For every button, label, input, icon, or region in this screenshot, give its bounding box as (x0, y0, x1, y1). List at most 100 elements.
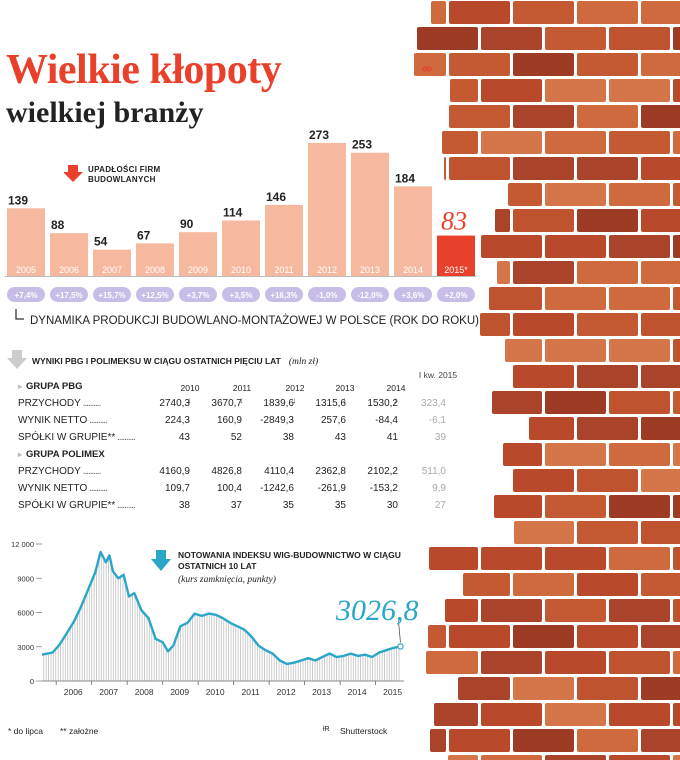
brick (673, 755, 680, 760)
brick (673, 235, 680, 258)
x-tick-label: 2013 (312, 687, 331, 697)
brick (641, 521, 680, 544)
brick (641, 157, 680, 180)
brick (641, 261, 680, 284)
table-cell: 41 (386, 432, 398, 443)
bar-year-label: 2012 (317, 265, 337, 275)
table-cell: 511,0 (421, 466, 446, 477)
wig-line (41, 550, 401, 666)
brick (609, 651, 670, 674)
brick (609, 599, 670, 622)
brick (641, 209, 680, 232)
brick (577, 521, 638, 544)
bar-year-label: 2006 (59, 265, 79, 275)
bar-2007 (93, 249, 131, 276)
brick (641, 53, 680, 76)
dynamics-pill (394, 287, 432, 302)
brick (513, 105, 574, 128)
dynamics-pill (437, 287, 475, 302)
x-tick-label: 2012 (277, 687, 296, 697)
bar-year-label: 2005 (16, 265, 36, 275)
brick (609, 547, 670, 570)
bar-year-label: 2008 (145, 265, 165, 275)
brick (673, 27, 680, 50)
brick (609, 755, 670, 760)
wig-last-value: 3026,8 (336, 594, 419, 627)
table-cell: -6,1 (428, 415, 446, 426)
brick (609, 443, 670, 466)
dynamics-value: -12,0% (357, 291, 382, 300)
brick (513, 53, 574, 76)
brick (545, 443, 606, 466)
brick (513, 313, 574, 336)
brick (513, 365, 574, 388)
brick (448, 755, 478, 760)
brick (481, 755, 542, 760)
bar-value-label: 114 (223, 205, 243, 219)
brick (481, 27, 542, 50)
brick (545, 339, 606, 362)
financial-table: ▸ GRUPA PBG PRZYCHODY .......... 2740,3 3670… (18, 378, 446, 514)
brick (545, 547, 606, 570)
table-heading-text: Wyniki PBG i Polimeksu w ciągu ostatnich… (32, 356, 281, 366)
brick (513, 625, 574, 648)
brick (481, 131, 542, 154)
brick (577, 573, 638, 596)
bracket-icon (15, 309, 24, 320)
dynamics-pill (7, 287, 45, 302)
brick (641, 365, 680, 388)
wig-point (397, 643, 404, 650)
dynamics-label: DYNAMIKA PRODUKCJI BUDOWLANO-MONTAŻOWEJ … (30, 315, 479, 327)
row-label: PRZYCHODY (18, 398, 81, 409)
brick (641, 469, 680, 492)
brick (545, 131, 606, 154)
bar-year-label: 2010 (231, 265, 251, 275)
row-label: PRZYCHODY (18, 466, 81, 477)
brick (609, 339, 670, 362)
dynamics-pill (93, 287, 131, 302)
dynamics-value: +16,3% (270, 291, 297, 300)
brick (513, 209, 574, 232)
brick (641, 417, 680, 440)
table-row: PRZYCHODY .......... 2740,3 3670,7 1839,6 13… (18, 395, 446, 412)
bar-year-label: 2011 (274, 265, 293, 275)
table-row: SPÓŁKI W GRUPIE** .......... 43 52 38 43 41 39 (18, 429, 446, 446)
brick (545, 79, 606, 102)
brick (513, 261, 574, 284)
photo-credit: Shutterstock (340, 726, 388, 736)
bankruptcy-legend-label: Upadłości firm budowlanych (88, 165, 161, 184)
bar-value-label: 139 (8, 193, 28, 207)
y-tick-label: 9000 (17, 574, 34, 583)
brick (492, 391, 542, 414)
brick (545, 755, 606, 760)
wig-area (42, 552, 401, 681)
table-cell: 43 (178, 432, 190, 443)
brick (429, 547, 478, 570)
brick (673, 495, 680, 518)
bar-2011 (265, 204, 303, 276)
brick (497, 261, 510, 284)
dynamics-pill (351, 287, 389, 302)
brick (414, 53, 446, 76)
brick (481, 79, 542, 102)
down-arrow-icon (64, 165, 83, 182)
x-tick-label: 2010 (206, 687, 225, 697)
table-cell: -153,2 (369, 483, 398, 494)
brick (481, 235, 542, 258)
row-label: WYNIK NETTO (18, 483, 88, 494)
brick (480, 313, 510, 336)
dynamics-pill (222, 287, 260, 302)
dynamics-pill (50, 287, 88, 302)
year-header: I kw. 2015 (418, 370, 458, 380)
bar-2006 (50, 233, 88, 276)
brick (673, 703, 680, 726)
dynamics-value: +7,4% (15, 291, 38, 300)
brick (673, 183, 680, 206)
table-row: PRZYCHODY .......... 4160,9 4826,8 4110,4 23… (18, 463, 446, 480)
brick (609, 183, 670, 206)
year-header: 2013 (335, 383, 355, 393)
brick (545, 651, 606, 674)
brick (577, 365, 638, 388)
dynamics-pill (136, 287, 174, 302)
